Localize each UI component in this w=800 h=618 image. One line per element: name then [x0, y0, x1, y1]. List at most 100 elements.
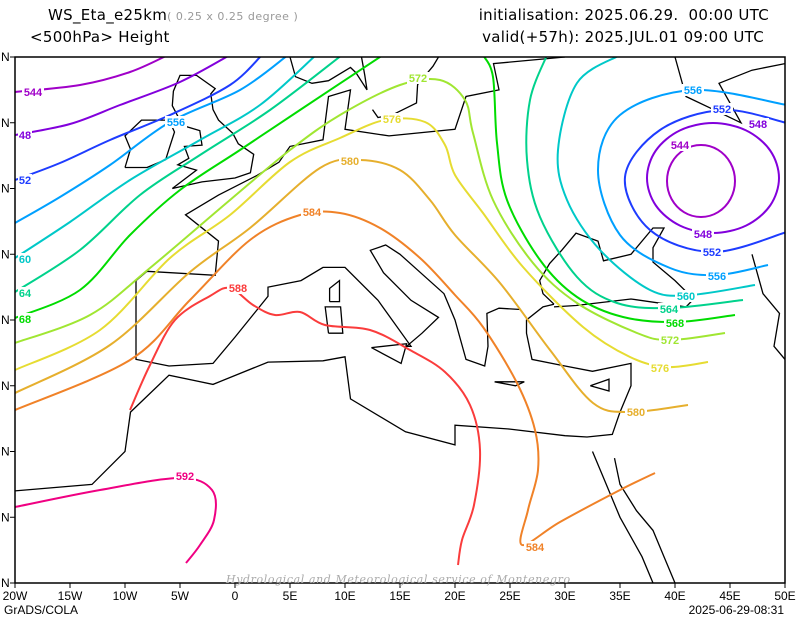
contour-label-bg [18, 253, 32, 265]
contour-label-572: 572 [661, 335, 679, 347]
contour-label-556: 556 [684, 85, 702, 97]
contour-label-bg [747, 118, 769, 130]
lon-label: 30E [554, 589, 575, 603]
contour-label-552: 552 [703, 247, 721, 259]
lat-label: N [1, 510, 10, 524]
contour-label-560: 560 [677, 291, 695, 303]
contour-label-bg [682, 84, 704, 96]
coastline [674, 57, 785, 125]
contour-label-560: 60 [19, 254, 31, 266]
lon-label: 15W [58, 589, 83, 603]
height-contours [15, 57, 785, 566]
contour-label-580: 580 [341, 156, 359, 168]
contour-label-548: 48 [19, 130, 31, 142]
coastline [371, 342, 408, 365]
variable-title: <500hPa> Height [30, 28, 170, 46]
lat-label: N [1, 379, 10, 393]
contour-label-bg [407, 72, 429, 84]
coastline [591, 451, 654, 583]
contour-label-bg [664, 317, 686, 329]
coastline [328, 279, 341, 303]
contour-label-584: 584 [526, 542, 545, 554]
watermark: Hydrological and Meteorological service … [225, 573, 571, 586]
lon-label: 10W [113, 589, 138, 603]
contour-label-bg [301, 206, 323, 218]
lon-label: 45E [719, 589, 740, 603]
coastline [494, 381, 525, 387]
contour-label-572: 572 [409, 73, 427, 85]
contour-label-bg [22, 86, 44, 98]
coastline [371, 57, 440, 119]
coastline [324, 306, 344, 334]
contour-572 [15, 77, 726, 344]
contour-592 [15, 476, 217, 564]
contour-label-bg [692, 228, 714, 240]
contour-label-bg [227, 282, 249, 294]
contour-564 [15, 57, 342, 293]
lat-label: N [1, 50, 10, 64]
coastline [135, 57, 566, 367]
contour-580 [15, 158, 689, 414]
lon-label: 40E [664, 589, 685, 603]
contour-label-bg [658, 303, 680, 315]
lat-label: N [1, 182, 10, 196]
contour-label-552: 552 [713, 104, 731, 116]
contour-label-588: 588 [229, 283, 247, 295]
contour-576 [15, 117, 709, 371]
axis-ticks: 20W 15W 10W 5W 0 5E 10E 15E 20E 25E 30E 35E 40E 45E 50… [1, 50, 796, 603]
contour-label-bg [18, 174, 32, 186]
contour-label-bg [165, 116, 187, 128]
lat-label: N [1, 445, 10, 459]
contour-label-bg [711, 103, 733, 115]
coastline [613, 457, 676, 583]
contour-label-568: 568 [666, 318, 684, 330]
contour-label-584: 584 [303, 207, 322, 219]
contour-548 [645, 121, 780, 235]
coastline [590, 378, 610, 392]
contour-label-bg [649, 362, 671, 374]
contour-label-548: 548 [694, 229, 712, 241]
footer-right: 2025-06-29-08:31 [689, 603, 785, 617]
contour-label-552: 52 [19, 175, 31, 187]
contour-label-556: 556 [167, 117, 185, 129]
contour-label-564: 64 [19, 288, 32, 300]
contour-label-bg [174, 470, 196, 482]
lon-label: 10E [334, 589, 355, 603]
contour-548 [15, 57, 229, 136]
contour-label-bg [18, 287, 32, 299]
contour-label-576: 576 [651, 363, 669, 375]
contour-label-bg [625, 406, 647, 418]
contour-552 [15, 57, 262, 181]
contour-label-576: 576 [383, 114, 401, 126]
valid-time: valid(+57h): 2025.JUL.01 09:00 UTC [482, 28, 764, 46]
contour-label-bg [18, 313, 32, 325]
contour-label-556: 556 [708, 271, 726, 283]
contour-label-bg [524, 541, 546, 553]
contour-588 [129, 286, 482, 566]
contour-560 [15, 57, 316, 259]
footer-left: GrADS/COLA [4, 603, 78, 617]
resolution-note: ( 0.25 x 0.25 degree ) [167, 10, 299, 23]
contour-label-580: 580 [627, 407, 645, 419]
coastline [289, 57, 368, 91]
coastline [751, 254, 785, 360]
model-title: WS_Eta_e25km( 0.25 x 0.25 degree ) [48, 6, 298, 24]
contour-label-bg [706, 270, 728, 282]
lat-label: N [1, 313, 10, 327]
contour-label-bg [381, 113, 403, 125]
contour-label-bg [659, 334, 681, 346]
contour-568 [15, 57, 382, 319]
contour-label-548: 548 [749, 119, 767, 131]
contour-label-544: 544 [671, 140, 690, 152]
contour-label-bg [669, 139, 691, 151]
contour-544 [665, 143, 736, 219]
initialisation-time: initialisation: 2025.06.29. 00:00 UTC [478, 6, 769, 24]
lon-label: 5E [283, 589, 298, 603]
lon-label: 0 [232, 589, 239, 603]
lat-label: N [1, 576, 10, 590]
contour-560 [556, 57, 756, 297]
lon-label: 50E [774, 589, 795, 603]
lat-label: N [1, 247, 10, 261]
lon-label: 35E [609, 589, 630, 603]
